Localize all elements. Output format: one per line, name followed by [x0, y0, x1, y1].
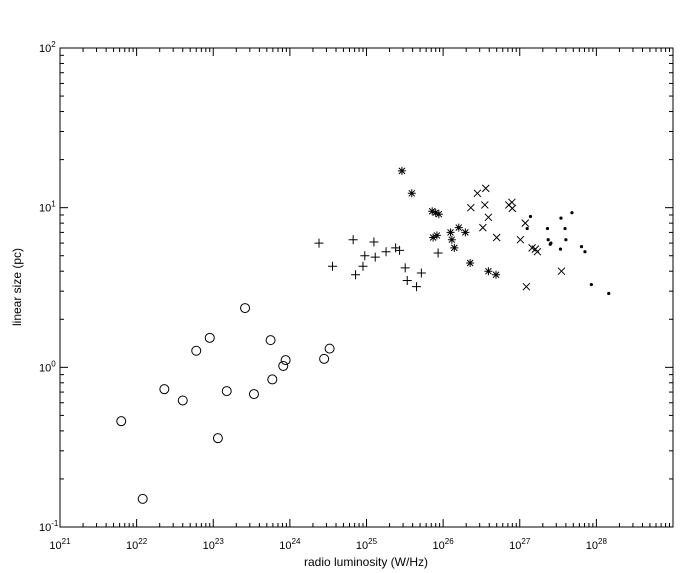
dot-point — [607, 291, 611, 296]
dot-point — [525, 226, 529, 231]
plus-point — [416, 268, 426, 278]
cross-point — [533, 247, 542, 256]
circle-point — [265, 335, 276, 346]
x-axis-label: radio luminosity (W/Hz) — [304, 555, 428, 569]
circle-point — [221, 386, 232, 397]
x-tick-label: 1023 — [203, 537, 225, 552]
plus-point — [433, 248, 443, 258]
asterisk-point — [432, 231, 441, 240]
dot-point — [528, 214, 533, 219]
circle-point — [248, 389, 259, 400]
circle-point — [240, 303, 251, 314]
y-tick-label: 100 — [39, 359, 56, 374]
cross-point — [480, 201, 489, 209]
asterisk-point — [407, 189, 416, 198]
cross-point — [557, 267, 566, 276]
plus-point — [391, 243, 401, 253]
cross-point — [492, 233, 501, 242]
circle-point — [212, 433, 223, 444]
cross-point — [481, 184, 490, 193]
circle-point — [191, 345, 202, 356]
asterisk-point — [447, 235, 456, 244]
x-tick-label: 1027 — [509, 537, 531, 552]
plus-point — [400, 263, 410, 273]
dot-point — [546, 238, 550, 242]
x-tick-label: 1021 — [49, 537, 71, 552]
dot-point — [558, 247, 563, 251]
dot-point — [549, 241, 553, 245]
asterisk-point — [434, 210, 443, 219]
x-tick-label: 1028 — [586, 537, 608, 552]
x-tick-label: 1024 — [279, 537, 301, 552]
data-points — [116, 166, 611, 504]
cross-point — [508, 198, 516, 207]
plus-point — [328, 261, 338, 271]
x-tick-label: 1026 — [433, 537, 455, 552]
cross-point — [516, 235, 525, 244]
dot-point — [545, 226, 550, 231]
x-tick-label: 1025 — [356, 537, 378, 552]
asterisk-point — [428, 207, 437, 216]
x-tick-label: 1022 — [126, 537, 148, 552]
circle-point — [159, 384, 170, 395]
circle-point — [319, 353, 330, 364]
cross-point — [479, 223, 487, 232]
axis-ticks — [59, 48, 673, 528]
circle-point — [137, 493, 148, 504]
cross-point — [522, 282, 531, 291]
asterisk-point — [397, 166, 406, 175]
plus-point — [348, 235, 358, 245]
cross-point — [484, 213, 493, 222]
circle-point — [177, 395, 188, 406]
asterisk-point — [492, 270, 501, 279]
plus-point — [381, 247, 391, 257]
axis-tick-labels: 1021 1022 1023 1024 1025 1026 1027 1028 10-1 100 1… — [39, 40, 607, 552]
plus-point — [412, 282, 422, 292]
circle-point — [267, 374, 278, 385]
plus-point — [395, 245, 405, 255]
asterisk-point — [461, 228, 470, 237]
cross-point — [473, 189, 482, 198]
y-tick-label: 101 — [39, 200, 56, 215]
plus-point — [369, 237, 379, 247]
dot-point — [589, 282, 593, 287]
dot-point — [570, 211, 574, 215]
asterisk-point — [454, 223, 463, 232]
dot-point — [583, 250, 587, 254]
plus-point — [402, 275, 412, 285]
plus-point — [314, 238, 324, 248]
cross-point — [508, 204, 517, 213]
cross-point — [521, 219, 530, 227]
circle-point — [204, 332, 215, 343]
asterisk-point — [450, 243, 459, 252]
dot-point — [563, 226, 567, 231]
circle-point — [116, 416, 127, 427]
cross-point — [466, 203, 475, 212]
asterisk-point — [466, 259, 475, 268]
dot-point — [559, 216, 563, 220]
circle-point — [280, 355, 291, 366]
y-tick-label: 10-1 — [39, 519, 59, 534]
y-tick-label: 102 — [39, 40, 56, 55]
plus-point — [358, 261, 368, 271]
asterisk-point — [429, 233, 438, 242]
dot-point — [564, 238, 568, 242]
plus-point — [351, 270, 361, 280]
circle-point — [278, 360, 289, 371]
asterisk-point — [431, 208, 440, 217]
plus-point — [360, 251, 370, 261]
y-axis-label: linear size (pc) — [10, 248, 24, 326]
asterisk-point — [484, 267, 493, 276]
plus-point — [370, 252, 380, 262]
dot-point — [579, 245, 584, 249]
circle-point — [324, 343, 335, 354]
plot-frame — [59, 47, 674, 528]
asterisk-point — [446, 228, 455, 237]
